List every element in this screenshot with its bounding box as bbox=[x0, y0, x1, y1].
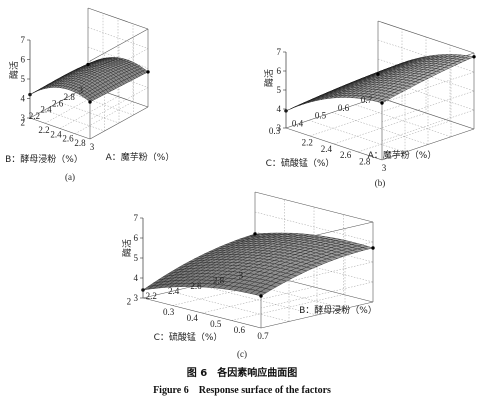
z-axis-label: 酶活 bbox=[263, 69, 275, 87]
x-tick-label: 0.7 bbox=[257, 331, 269, 341]
surface-mesh bbox=[285, 54, 475, 112]
x-tick-label: 2.4 bbox=[321, 144, 333, 154]
x-tick-label: 0.5 bbox=[210, 319, 222, 329]
y-tick-label: 0.7 bbox=[361, 95, 373, 105]
floor-gridline bbox=[170, 291, 290, 322]
z-tick-label: 3 bbox=[21, 113, 26, 123]
design-point bbox=[472, 55, 476, 59]
y-tick-label: 3 bbox=[239, 270, 244, 280]
z-tick-label: 5 bbox=[134, 253, 139, 263]
z-tick-label: 5 bbox=[277, 85, 282, 95]
x-tick-label: 3 bbox=[90, 142, 95, 152]
design-point bbox=[146, 70, 150, 74]
floor-gridline bbox=[308, 120, 406, 153]
floor-gridline bbox=[59, 96, 119, 129]
y-tick-label: 2.2 bbox=[29, 111, 40, 121]
design-point bbox=[86, 62, 90, 67]
x-axis-label: A：魔芋粉（%） bbox=[368, 149, 437, 161]
box-edge bbox=[254, 191, 374, 223]
x-tick-label: 2.4 bbox=[50, 129, 62, 139]
y-tick-label: 0.3 bbox=[269, 126, 281, 136]
z-tick-label: 5 bbox=[21, 74, 26, 84]
panel-label: (c) bbox=[237, 349, 247, 359]
surface-cell bbox=[255, 291, 267, 297]
floor-gridline bbox=[74, 101, 134, 134]
surface-mesh bbox=[142, 232, 374, 297]
z-axis-label: 酶活 bbox=[8, 61, 20, 79]
x-tick-label: 2.8 bbox=[74, 138, 86, 148]
floor-gridline bbox=[333, 112, 427, 145]
design-point bbox=[88, 100, 92, 104]
y-axis-label: B：酵母浸粉（%） bbox=[5, 153, 83, 165]
box-edge bbox=[87, 7, 149, 30]
z-tick-label: 4 bbox=[21, 94, 26, 104]
x-tick-label: 2.8 bbox=[359, 157, 371, 167]
panel-label: (a) bbox=[65, 172, 75, 182]
z-axis-label: 酶活 bbox=[121, 239, 133, 257]
figure-caption-zh: 图 6 各因素响应曲面图 bbox=[186, 368, 298, 379]
floor-gridline bbox=[357, 120, 451, 153]
box-edge bbox=[89, 28, 149, 62]
y-tick-label: 2.4 bbox=[40, 105, 52, 115]
floor-gridline bbox=[354, 104, 452, 137]
floor-gridline bbox=[331, 112, 429, 145]
panel-b: 345672.22.42.62.830.30.40.50.60.7A：魔芋粉（%… bbox=[263, 20, 476, 188]
x-tick-label: 0.6 bbox=[234, 325, 246, 335]
design-point bbox=[259, 294, 263, 298]
panel-label: (b) bbox=[375, 178, 386, 188]
wall-gridline bbox=[377, 39, 475, 73]
y-tick-label: 0.4 bbox=[292, 118, 304, 128]
z-tick-label: 4 bbox=[277, 104, 282, 114]
z-tick-label: 6 bbox=[134, 233, 139, 243]
floor-gridline bbox=[44, 109, 105, 132]
floor-gridline bbox=[73, 93, 134, 116]
floor-gridline bbox=[198, 284, 318, 316]
y-tick-label: 0.6 bbox=[338, 103, 350, 113]
floor-gridline bbox=[231, 294, 344, 321]
z-tick-label: 6 bbox=[21, 55, 26, 65]
z-tick-label: 7 bbox=[21, 35, 26, 45]
y-tick-label: 2.6 bbox=[190, 281, 202, 291]
wall-gridline bbox=[377, 77, 475, 111]
y-axis-label: B：酵母浸粉（%） bbox=[299, 304, 377, 316]
y-tick-label: 2 bbox=[127, 296, 132, 306]
y-tick-label: 0.5 bbox=[315, 111, 327, 121]
x-tick-label: 3 bbox=[382, 163, 387, 173]
panel-c: 3 4 5 6 7 0.3 0.4 0.5 0.6 0.7 2 2.2 2.4 2.6 2.8 3 C：硫酸锰（… bbox=[121, 191, 377, 359]
y-tick-label: 2.4 bbox=[168, 286, 180, 296]
design-point bbox=[380, 101, 384, 105]
z-tick-label: 3 bbox=[134, 293, 139, 303]
wall-gridline bbox=[381, 90, 475, 123]
figure-caption-en: Figure 6 Response surface of the factors bbox=[153, 385, 331, 396]
y-tick-label: 2.2 bbox=[146, 291, 157, 301]
design-point bbox=[376, 72, 380, 76]
design-point bbox=[371, 246, 375, 250]
x-tick-label: 0.4 bbox=[187, 313, 199, 323]
y-axis-label: C：硫酸锰（%） bbox=[266, 157, 335, 169]
y-tick-label: 2.8 bbox=[64, 92, 76, 102]
x-tick-label: 2.6 bbox=[62, 134, 74, 144]
y-tick-label: 3 bbox=[79, 85, 84, 95]
surface-mesh bbox=[29, 57, 149, 103]
design-point bbox=[253, 232, 257, 236]
y-tick-label: 2 bbox=[21, 117, 26, 127]
z-tick-label: 7 bbox=[134, 213, 139, 223]
z-tick-label: 4 bbox=[134, 273, 139, 283]
wall-gridline bbox=[377, 58, 475, 92]
y-tick-label: 2.8 bbox=[213, 276, 225, 286]
x-tick-label: 2.2 bbox=[302, 137, 313, 147]
z-tick-label: 7 bbox=[277, 47, 282, 57]
x-tick-label: 2.2 bbox=[38, 125, 49, 135]
x-axis-label: C：硫酸锰（%） bbox=[154, 331, 223, 343]
z-tick-label: 3 bbox=[277, 123, 282, 133]
floor-gridline bbox=[226, 278, 346, 309]
x-tick-label: 0.3 bbox=[163, 307, 175, 317]
z-tick-label: 6 bbox=[277, 66, 282, 76]
y-tick-label: 2.6 bbox=[52, 98, 64, 108]
x-axis-label: A：魔芋粉（%） bbox=[106, 151, 175, 163]
wall-gridline bbox=[260, 281, 374, 309]
x-tick-label: 2.6 bbox=[340, 150, 352, 160]
